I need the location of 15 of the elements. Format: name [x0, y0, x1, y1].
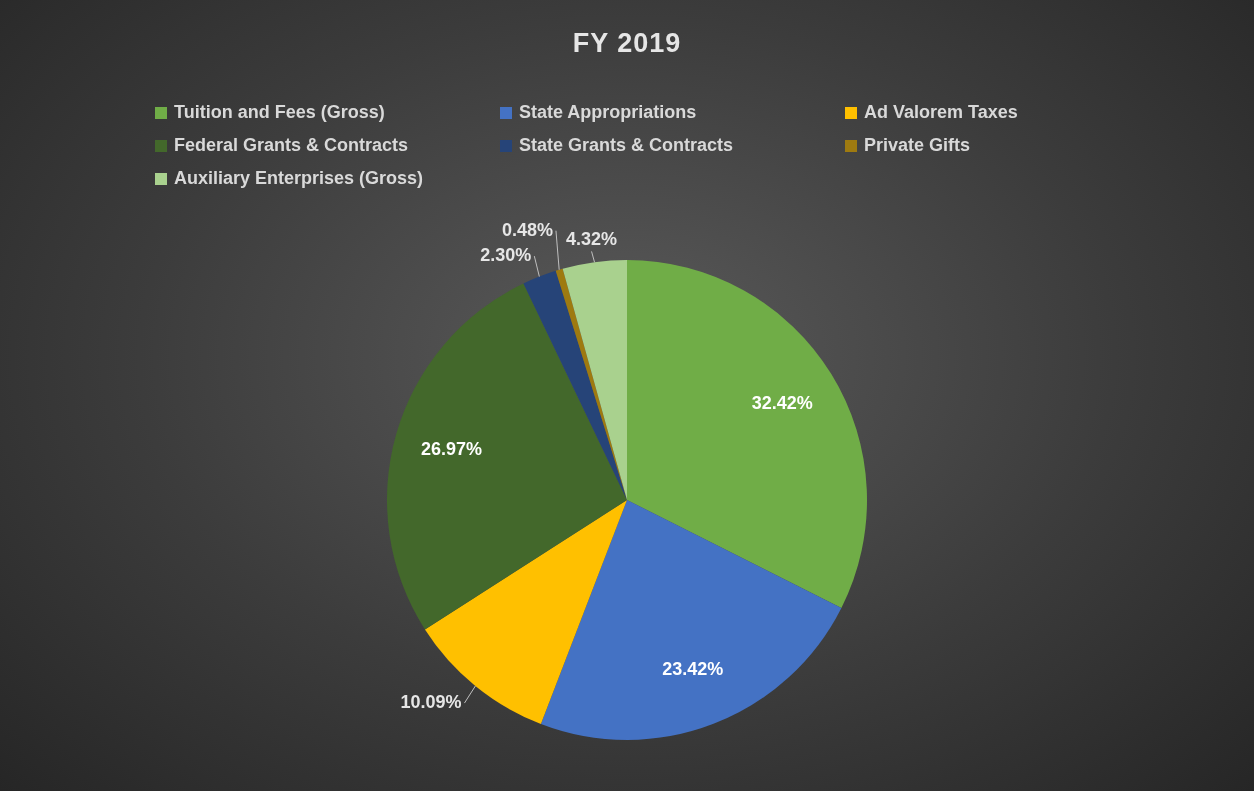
legend-label: Private Gifts [864, 135, 971, 156]
data-label: 23.42% [662, 659, 724, 680]
legend-label: Auxiliary Enterprises (Gross) [174, 168, 424, 189]
data-label: 10.09% [400, 692, 462, 713]
legend-label: Federal Grants & Contracts [174, 135, 409, 156]
data-label: 26.97% [421, 439, 483, 460]
data-label: 0.48% [501, 219, 553, 240]
legend-label: Tuition and Fees (Gross) [174, 102, 385, 123]
legend-label: State Grants & Contracts [519, 135, 734, 156]
legend-label: Ad Valorem Taxes [864, 102, 1018, 123]
data-label: 4.32% [566, 229, 618, 250]
data-label: 32.42% [751, 393, 813, 414]
legend-label: State Appropriations [519, 102, 697, 123]
data-label: 2.30% [480, 245, 532, 266]
chart-title: FY 2019 [571, 28, 683, 59]
